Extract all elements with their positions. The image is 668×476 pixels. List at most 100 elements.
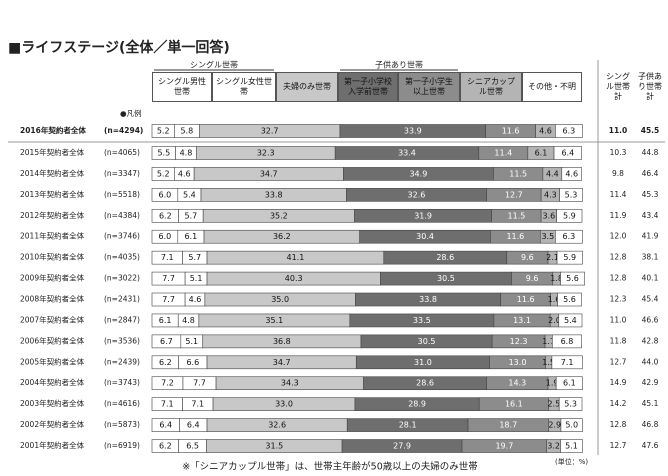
sample-size: (n=3022) bbox=[104, 274, 140, 283]
value-label: 33.0 bbox=[275, 400, 293, 409]
value-label: 32.6 bbox=[408, 190, 426, 199]
total-value: 45.3 bbox=[642, 190, 659, 199]
sample-size: (n=4294) bbox=[104, 126, 143, 135]
chart-title: ■ライフステージ(全体／単一回答) bbox=[8, 39, 230, 56]
value-label: 7.1 bbox=[191, 400, 204, 409]
total-value: 12.8 bbox=[610, 420, 627, 429]
value-label: 30.4 bbox=[416, 232, 434, 241]
bar-segment bbox=[558, 397, 583, 411]
bar-segment bbox=[551, 355, 583, 370]
sample-size: (n=2847) bbox=[104, 315, 140, 324]
row-label: 2016年契約者全体 bbox=[20, 125, 86, 135]
value-label: 3.2 bbox=[547, 442, 560, 451]
value-label: 36.2 bbox=[273, 232, 291, 241]
total-value: 10.3 bbox=[610, 148, 627, 157]
value-label: 7.1 bbox=[561, 358, 574, 367]
legend-cell: シングル女性世帯 bbox=[212, 72, 276, 102]
sample-size: (n=3347) bbox=[104, 169, 140, 178]
bar-segment bbox=[560, 418, 583, 432]
value-label: 5.9 bbox=[563, 211, 576, 220]
value-label: 1.6 bbox=[548, 295, 561, 304]
value-label: 4.8 bbox=[182, 316, 195, 325]
total-value: 11.0 bbox=[609, 126, 628, 135]
total-value: 11.0 bbox=[610, 315, 627, 324]
row-label: 2001年契約者全体 bbox=[20, 440, 85, 450]
value-label: 33.4 bbox=[398, 149, 416, 158]
value-label: 5.1 bbox=[190, 274, 203, 283]
footnote: ※「シニアカップル世帯」は、世帯主年齢が50歳以上の夫婦のみ世帯 bbox=[182, 461, 478, 473]
value-label: 11.6 bbox=[502, 127, 520, 136]
value-label: 41.1 bbox=[286, 253, 304, 262]
total-value: 44.0 bbox=[642, 357, 659, 366]
value-label: 35.0 bbox=[271, 295, 289, 304]
value-label: 32.6 bbox=[268, 421, 286, 430]
bar-segment bbox=[555, 124, 583, 138]
row-label: 2003年契約者全体 bbox=[20, 398, 85, 408]
value-label: 11.5 bbox=[509, 169, 527, 178]
value-label: 1.5 bbox=[542, 358, 555, 367]
total-value: 40.1 bbox=[642, 274, 659, 283]
value-label: 1.8 bbox=[550, 274, 563, 283]
value-label: 6.0 bbox=[159, 232, 172, 241]
row-label: 2014年契約者全体 bbox=[20, 168, 85, 178]
bar-segment bbox=[556, 250, 583, 265]
value-label: 6.4 bbox=[187, 421, 200, 430]
value-label: 4.6 bbox=[565, 169, 578, 178]
value-label: 5.9 bbox=[563, 253, 576, 262]
value-label: 2.0 bbox=[548, 316, 561, 325]
value-label: 11.4 bbox=[494, 149, 512, 158]
value-label: 16.1 bbox=[505, 400, 523, 409]
value-label: 33.5 bbox=[413, 316, 431, 325]
row-label: 2008年契約者全体 bbox=[20, 294, 85, 304]
value-label: 3.6 bbox=[543, 211, 556, 220]
total-value: 45.5 bbox=[641, 126, 660, 135]
value-label: 32.3 bbox=[257, 149, 275, 158]
value-label: 5.6 bbox=[563, 295, 576, 304]
value-label: 5.0 bbox=[565, 421, 578, 430]
unit-note: (単位：%) bbox=[555, 457, 588, 466]
total-value: 12.7 bbox=[610, 441, 627, 450]
total-value: 14.2 bbox=[610, 399, 627, 408]
value-label: 6.7 bbox=[160, 337, 173, 346]
row-label: 2006年契約者全体 bbox=[20, 335, 85, 345]
value-label: 2.9 bbox=[548, 421, 561, 430]
value-label: 18.7 bbox=[499, 421, 517, 430]
row-label: 2002年契約者全体 bbox=[20, 419, 85, 429]
value-label: 4.6 bbox=[539, 127, 552, 136]
row-label: 2005年契約者全体 bbox=[20, 356, 85, 366]
value-label: 3.5 bbox=[541, 232, 554, 241]
value-label: 34.9 bbox=[409, 169, 427, 178]
value-label: 6.2 bbox=[159, 358, 172, 367]
value-label: 6.8 bbox=[561, 337, 574, 346]
total-value: 12.8 bbox=[610, 253, 627, 262]
sample-size: (n=3536) bbox=[104, 336, 140, 345]
total-value: 11.8 bbox=[610, 336, 627, 345]
value-label: 11.5 bbox=[508, 211, 526, 220]
value-label: 4.6 bbox=[189, 295, 202, 304]
total-value: 12.3 bbox=[610, 295, 627, 304]
bar-segment bbox=[557, 292, 582, 307]
total-value: 11.4 bbox=[610, 190, 627, 199]
sample-size: (n=2431) bbox=[104, 295, 140, 304]
value-label: 5.2 bbox=[157, 169, 170, 178]
row-label: 2013年契約者全体 bbox=[20, 189, 85, 199]
value-label: 14.3 bbox=[508, 379, 526, 388]
row-label: 2011年契約者全体 bbox=[20, 231, 85, 241]
value-label: 5.3 bbox=[565, 190, 578, 199]
value-label: 6.1 bbox=[563, 379, 576, 388]
sample-size: (n=4065) bbox=[104, 148, 140, 157]
legend-cell: シングル男性世帯 bbox=[152, 72, 212, 102]
total-value: 46.8 bbox=[642, 420, 659, 429]
value-label: 11.6 bbox=[517, 295, 535, 304]
total-value: 11.9 bbox=[610, 211, 627, 220]
value-label: 12.3 bbox=[510, 337, 528, 346]
bar-segment bbox=[560, 439, 583, 453]
group-label: シングル世帯 bbox=[190, 60, 238, 70]
bar-segment bbox=[556, 208, 583, 223]
value-label: 36.8 bbox=[273, 337, 291, 346]
value-label: 9.6 bbox=[526, 274, 539, 283]
sample-size: (n=5518) bbox=[104, 190, 140, 199]
value-label: 7.1 bbox=[161, 400, 174, 409]
total-value: 42.8 bbox=[642, 336, 659, 345]
